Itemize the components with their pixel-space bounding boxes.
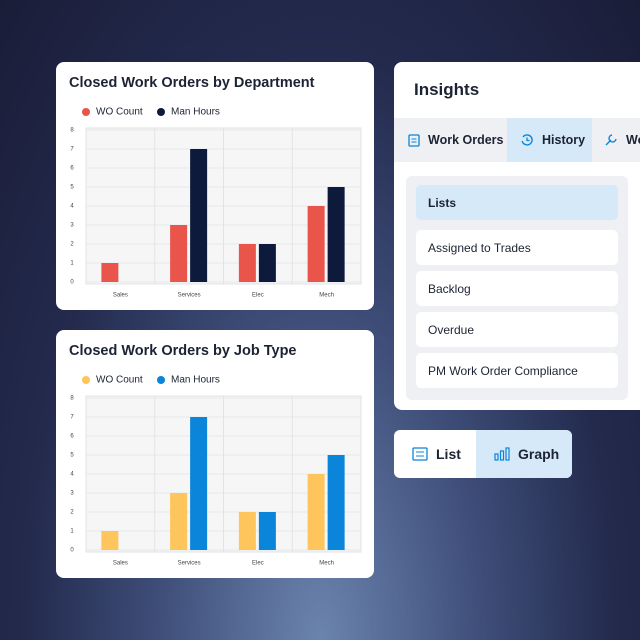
bar — [307, 474, 325, 550]
x-tick-label: Services — [178, 561, 201, 567]
y-tick-label: 0 — [70, 280, 74, 286]
insights-panel: Insights Work Orders History Wo Lists Ass… — [394, 62, 640, 410]
bar — [238, 244, 256, 282]
toggle-button[interactable]: List — [394, 430, 476, 478]
panel-title: Insights — [414, 80, 480, 99]
tab-label: Wo — [626, 133, 640, 147]
insight-list: Lists Assigned to Trades Backlog Overdue PM … — [406, 176, 628, 400]
y-tick-label: 2 — [70, 242, 74, 248]
y-tick-label: 0 — [70, 548, 74, 554]
tab[interactable]: Work Orders — [394, 118, 507, 162]
list-item[interactable]: Backlog — [416, 271, 618, 306]
x-tick-label: Sales — [113, 561, 128, 567]
legend-swatch — [82, 376, 90, 384]
bar — [238, 512, 256, 550]
legend-label: Man Hours — [171, 375, 220, 386]
y-tick-label: 1 — [70, 529, 74, 535]
y-tick-label: 6 — [70, 166, 74, 172]
x-tick-label: Sales — [113, 293, 128, 299]
y-tick-label: 5 — [70, 185, 74, 191]
x-tick-label: Elec — [252, 561, 264, 567]
chart-card: Closed Work Orders by Job Type WO Count Ma… — [56, 330, 374, 578]
y-tick-label: 6 — [70, 434, 74, 440]
icon — [412, 447, 428, 461]
legend-label: Man Hours — [171, 107, 220, 118]
bar — [101, 263, 119, 282]
tab-bar: Work Orders History Wo — [394, 118, 640, 162]
icon — [408, 134, 420, 147]
icon — [605, 134, 617, 146]
chart-title: Closed Work Orders by Department — [69, 75, 315, 91]
tab[interactable]: History — [507, 118, 592, 162]
y-tick-label: 7 — [70, 415, 74, 421]
list-item[interactable]: PM Work Order Compliance — [416, 353, 618, 388]
legend-label: WO Count — [96, 107, 143, 118]
y-tick-label: 3 — [70, 491, 74, 497]
bar — [101, 531, 119, 550]
chart-card: Closed Work Orders by Department WO Count… — [56, 62, 374, 310]
bar — [258, 512, 276, 550]
view-toggle: List Graph — [394, 430, 572, 478]
list-item[interactable]: Assigned to Trades — [416, 230, 618, 265]
y-tick-label: 1 — [70, 261, 74, 267]
list-item[interactable]: Lists — [416, 185, 618, 220]
legend-swatch — [157, 376, 165, 384]
toggle-label: Graph — [518, 446, 560, 462]
tab-label: Work Orders — [428, 133, 504, 147]
y-tick-label: 5 — [70, 453, 74, 459]
bar — [258, 244, 276, 282]
y-tick-label: 4 — [70, 472, 74, 478]
list-item[interactable]: Overdue — [416, 312, 618, 347]
y-tick-label: 2 — [70, 510, 74, 516]
x-tick-label: Mech — [319, 293, 334, 299]
y-tick-label: 8 — [70, 128, 74, 134]
bar — [190, 149, 208, 282]
legend-swatch — [82, 108, 90, 116]
tab[interactable]: Wo — [592, 118, 640, 162]
icon — [494, 447, 510, 461]
bar — [190, 417, 208, 550]
bar — [170, 493, 188, 550]
y-tick-label: 3 — [70, 223, 74, 229]
icon — [521, 134, 533, 146]
y-tick-label: 4 — [70, 204, 74, 210]
bar — [307, 206, 325, 282]
y-tick-label: 8 — [70, 396, 74, 402]
toggle-label: List — [436, 446, 461, 462]
bar — [327, 187, 345, 282]
toggle-button[interactable]: Graph — [476, 430, 572, 478]
x-tick-label: Mech — [319, 561, 334, 567]
chart-title: Closed Work Orders by Job Type — [69, 343, 297, 359]
y-tick-label: 7 — [70, 147, 74, 153]
x-tick-label: Services — [178, 293, 201, 299]
tab-label: History — [542, 133, 586, 147]
legend-label: WO Count — [96, 375, 143, 386]
x-tick-label: Elec — [252, 293, 264, 299]
bar — [170, 225, 188, 282]
legend-swatch — [157, 108, 165, 116]
bar — [327, 455, 345, 550]
